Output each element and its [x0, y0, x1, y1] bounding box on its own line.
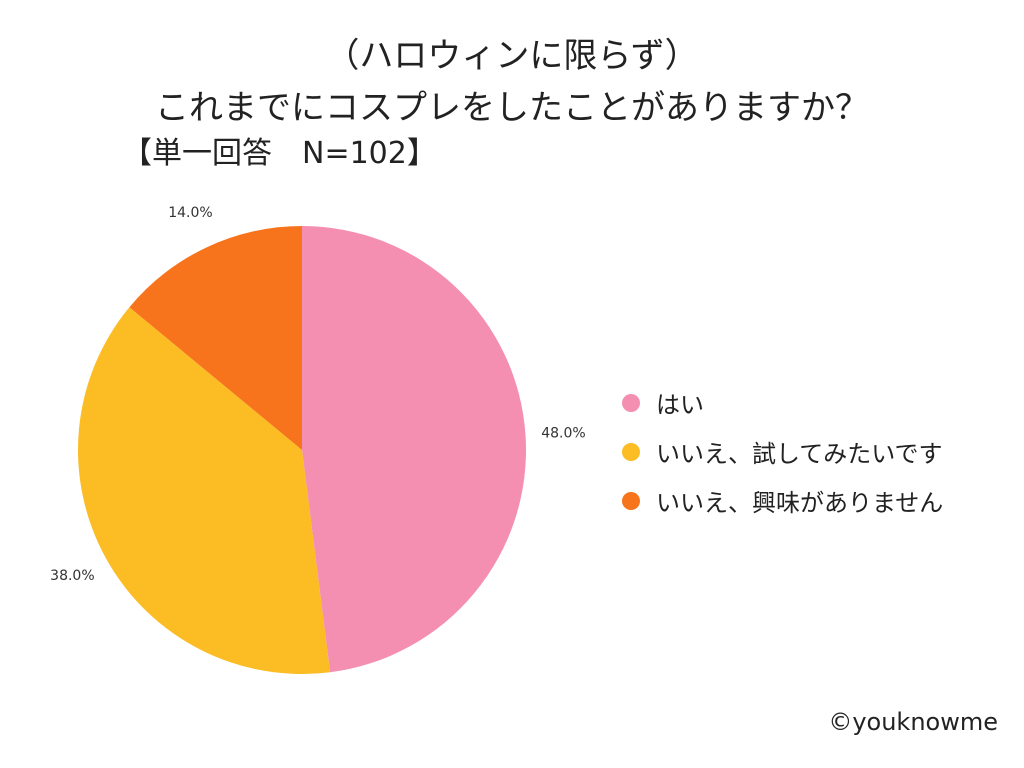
chart-subtitle: 【単一回答 N=102】 — [122, 136, 437, 171]
legend-swatch-not-interested — [622, 491, 640, 510]
pie-slice-yes — [302, 225, 527, 673]
legend-swatch-yes — [622, 393, 640, 412]
pie-label-want-to-try: 38.0% — [50, 568, 94, 584]
chart-title: （ハロウィンに限らず） これまでにコスプレをしたことがありますか？ — [0, 30, 1024, 134]
chart-title-line-2: これまでにコスプレをしたことがありますか？ — [155, 88, 869, 128]
legend-swatch-want-to-try — [622, 442, 640, 461]
legend-label-not-interested: いいえ、興味がありません — [656, 489, 944, 517]
legend-item-yes: はい — [622, 378, 943, 427]
legend-label-want-to-try: いいえ、試してみたいです — [656, 440, 943, 468]
legend-item-want-to-try: いいえ、試してみたいです — [622, 427, 943, 476]
legend: はい いいえ、試してみたいです いいえ、興味がありません — [622, 378, 943, 525]
pie-slice-want-to-try — [77, 307, 331, 675]
credit-text: ©youknowme — [828, 708, 998, 736]
legend-label-yes: はい — [656, 391, 704, 419]
legend-item-not-interested: いいえ、興味がありません — [622, 476, 943, 525]
pie-label-yes: 48.0% — [541, 426, 585, 442]
pie-label-not-interested: 14.0% — [168, 205, 212, 221]
pie-slice-not-interested — [129, 226, 302, 450]
chart-title-line-1: （ハロウィンに限らず） — [325, 36, 699, 76]
